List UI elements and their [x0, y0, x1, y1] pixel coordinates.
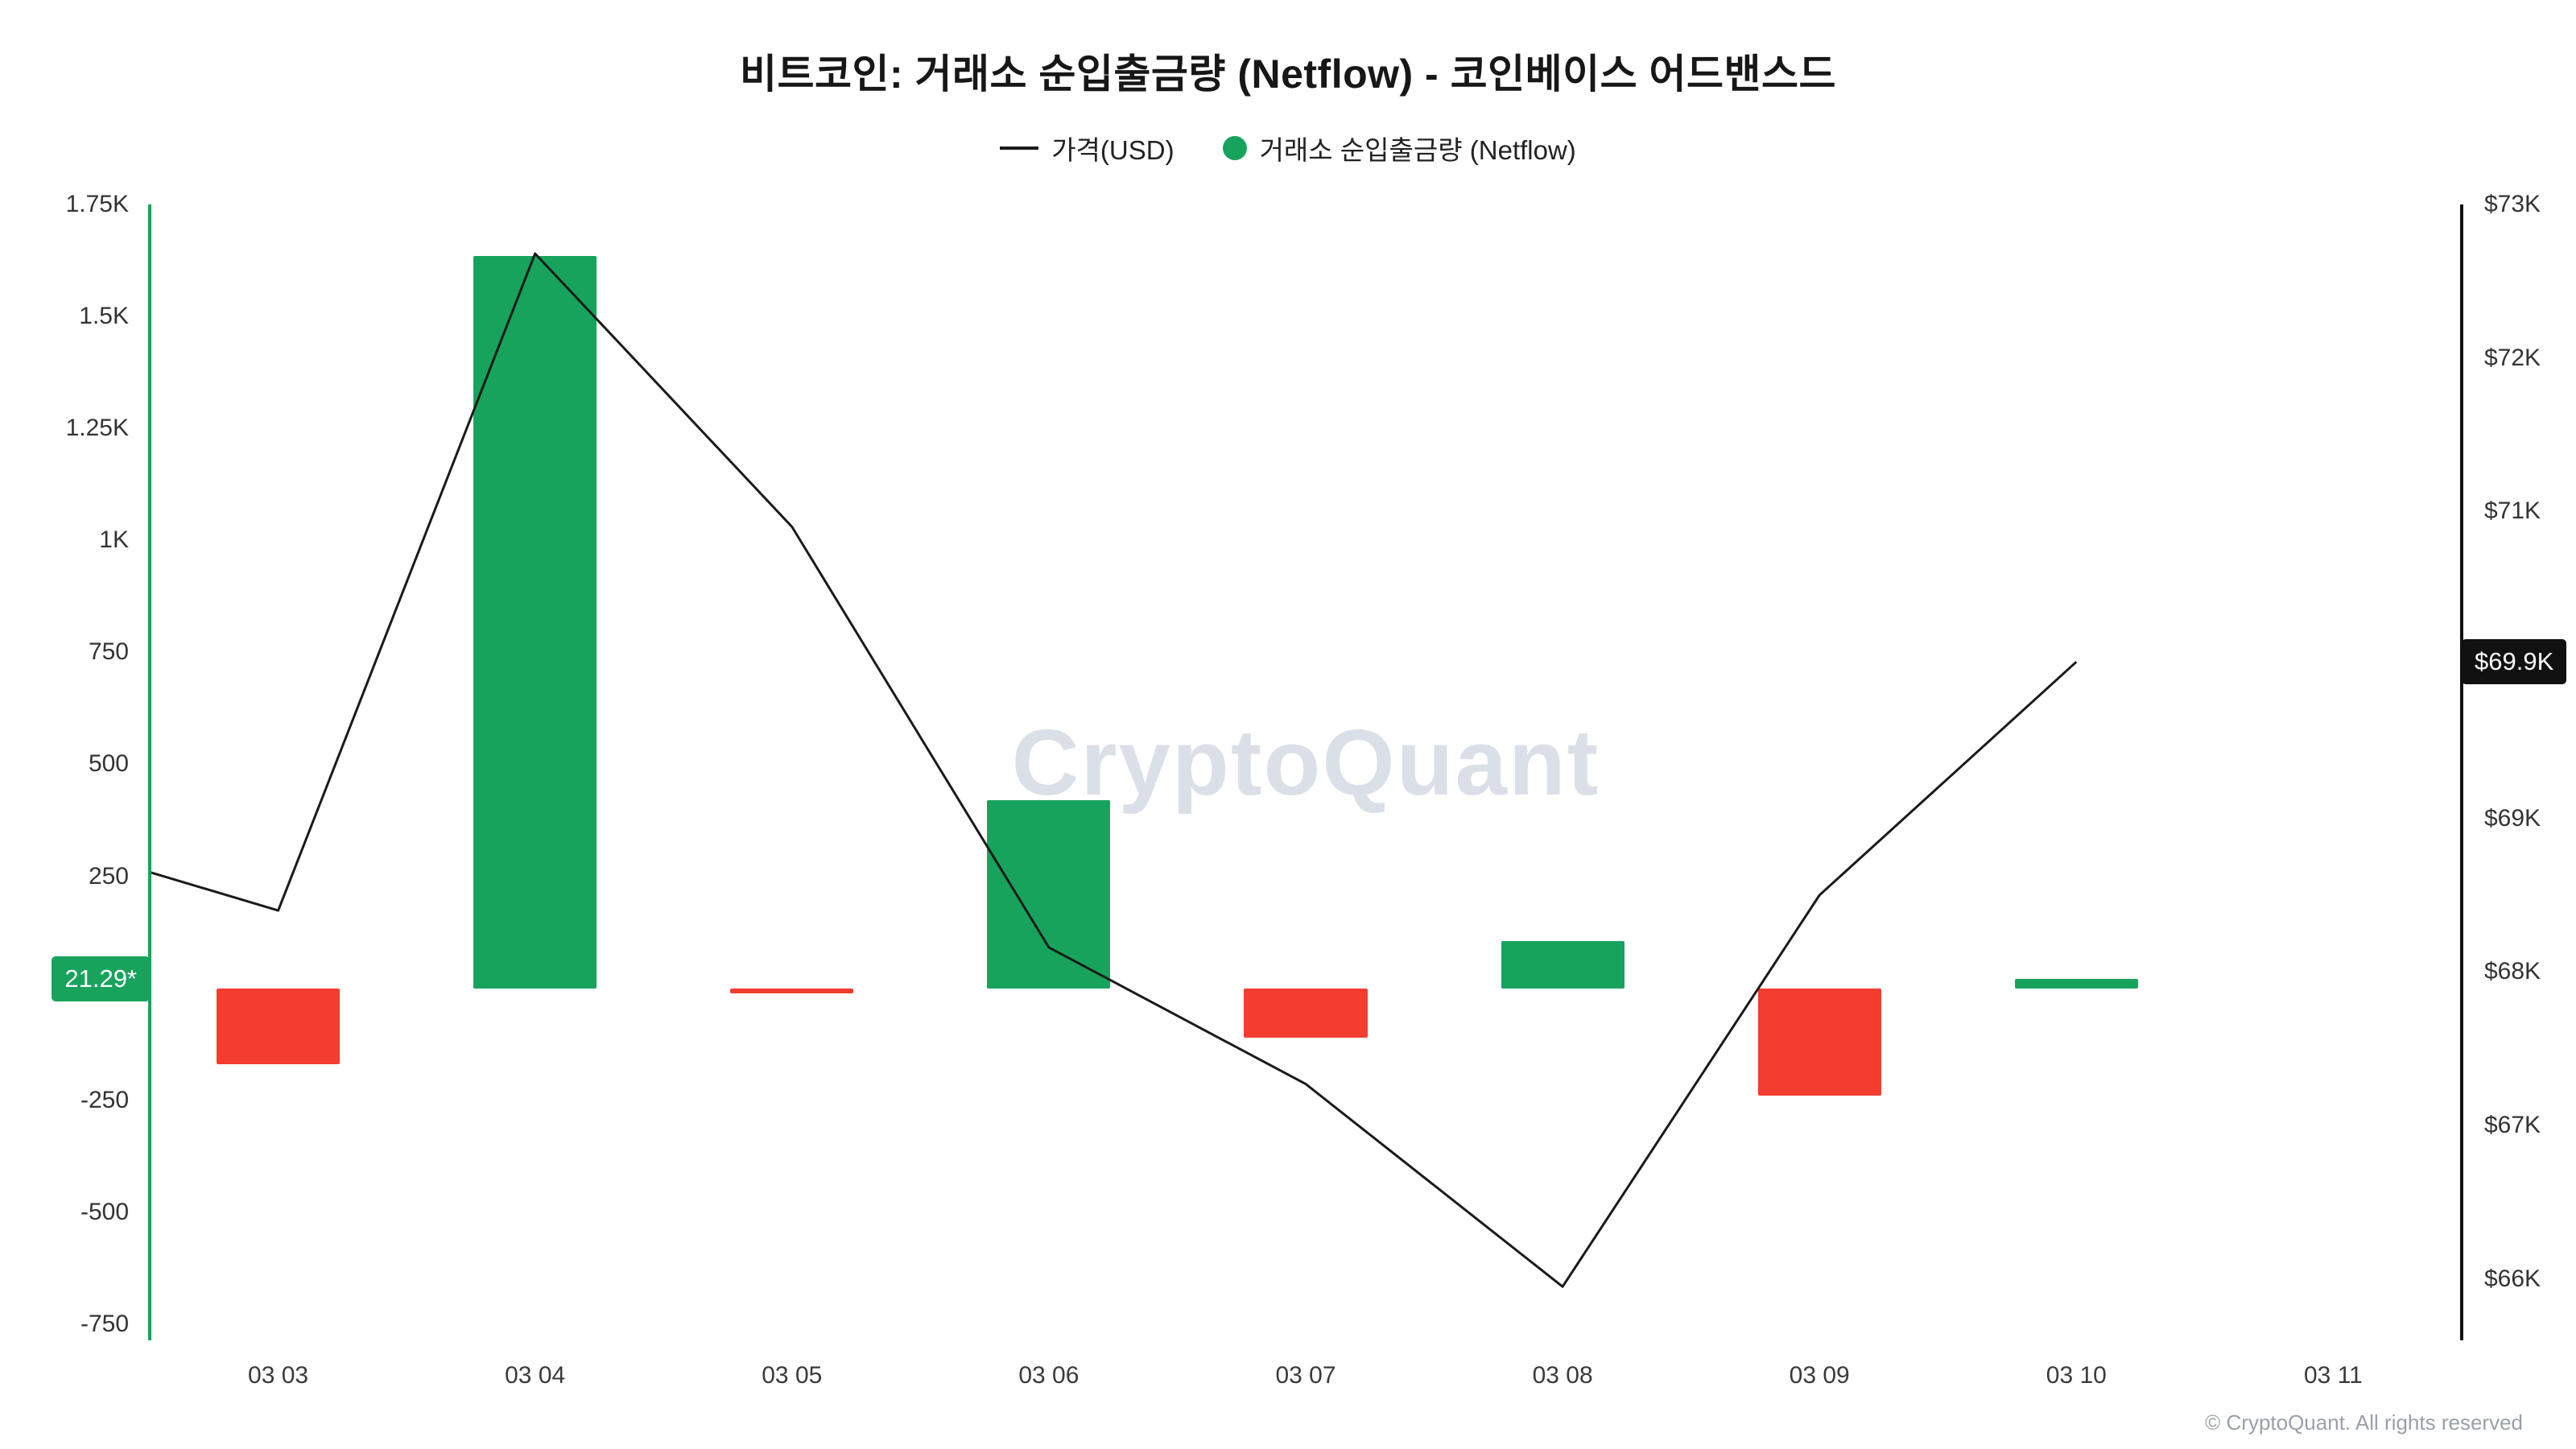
legend-label-netflow: 거래소 순입출금량 (Netflow)	[1259, 135, 1576, 165]
y-axis-tick-right: $67K	[2484, 1112, 2541, 1139]
price-line-swatch	[1000, 147, 1039, 150]
y-axis-tick-left: 1.75K	[65, 191, 129, 217]
y-axis-tick-left: -250	[80, 1086, 129, 1113]
netflow-bar-03-06[interactable]	[987, 799, 1111, 989]
x-axis-tick: 03 05	[762, 1362, 823, 1389]
netflow-dot-swatch	[1222, 136, 1247, 160]
y-axis-tick-left: 750	[88, 638, 129, 666]
x-axis-tick: 03 11	[2304, 1362, 2363, 1389]
x-axis-tick: 03 06	[1018, 1362, 1080, 1389]
copyright: © CryptoQuant. All rights reserved	[2205, 1410, 2523, 1435]
x-axis-tick: 03 09	[1789, 1362, 1850, 1389]
y-axis-tick-left: -750	[80, 1310, 129, 1337]
netflow-current-badge: 21.29*	[52, 956, 150, 1001]
right-axis-line	[2460, 204, 2463, 1340]
price-current-badge: $69.9K	[2462, 639, 2567, 685]
netflow-bar-03-05[interactable]	[730, 988, 854, 994]
left-axis-line	[148, 204, 151, 1340]
y-axis-tick-right: $71K	[2484, 497, 2541, 525]
chart-title: 비트코인: 거래소 순입출금량 (Netflow) - 코인베이스 어드밴스드	[740, 52, 1836, 97]
y-axis-tick-left: 1.25K	[65, 415, 129, 442]
x-axis-tick: 03 08	[1532, 1362, 1593, 1389]
legend: 가격(USD) 거래소 순입출금량 (Netflow)	[0, 129, 2576, 167]
netflow-bar-03-04[interactable]	[473, 255, 597, 989]
x-axis-tick: 03 07	[1275, 1362, 1336, 1389]
legend-item-price[interactable]: 가격(USD)	[1000, 129, 1174, 167]
legend-item-netflow[interactable]: 거래소 순입출금량 (Netflow)	[1222, 129, 1576, 167]
y-axis-tick-right: $68K	[2484, 958, 2541, 985]
legend-label-price: 가격(USD)	[1051, 135, 1174, 165]
y-axis-tick-left: 250	[88, 862, 129, 890]
y-axis-tick-left: -500	[80, 1198, 129, 1225]
y-axis-tick-left: 1.5K	[79, 303, 129, 330]
netflow-bar-03-09[interactable]	[1757, 988, 1881, 1096]
y-axis-tick-right: $72K	[2484, 344, 2541, 371]
netflow-bar-03-10[interactable]	[2014, 978, 2138, 989]
netflow-bar-03-03[interactable]	[216, 988, 341, 1065]
y-axis-tick-right: $69K	[2484, 804, 2541, 832]
x-axis-tick: 03 10	[2046, 1362, 2107, 1389]
y-axis-tick-left: 500	[88, 750, 129, 778]
netflow-bar-03-07[interactable]	[1244, 988, 1368, 1038]
y-axis-tick-right: $66K	[2484, 1265, 2541, 1292]
x-axis-tick: 03 03	[248, 1362, 309, 1389]
x-axis-tick: 03 04	[505, 1362, 566, 1389]
y-axis-tick-left: 1K	[99, 526, 129, 554]
netflow-bar-03-08[interactable]	[1501, 941, 1624, 989]
y-axis-tick-right: $73K	[2484, 191, 2541, 217]
